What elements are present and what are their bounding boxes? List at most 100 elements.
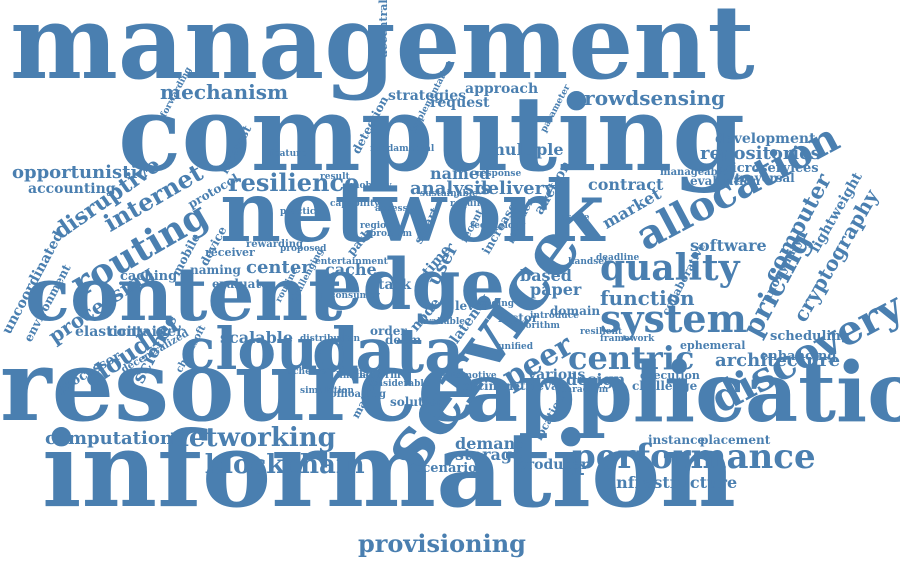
word-region: region <box>360 221 393 231</box>
word-simulation: simulation <box>300 386 354 396</box>
word-access: access <box>375 204 408 214</box>
word-contract: contract <box>588 175 664 194</box>
word-demand: demand <box>455 434 527 453</box>
word-capability: capability <box>330 199 380 209</box>
word-request: request <box>430 95 490 111</box>
word-information: information <box>42 408 736 531</box>
word-order: order <box>370 324 407 338</box>
word-deadline: deadline <box>596 253 640 263</box>
word-resilient: resilient <box>580 327 623 337</box>
word-container: container <box>108 324 184 340</box>
word-handset: handset <box>568 257 609 267</box>
word-receiver: receiver <box>205 246 255 259</box>
word-level: level <box>455 299 487 313</box>
word-networking: networking <box>170 423 336 453</box>
word-development: development <box>715 131 816 147</box>
word-content: content <box>25 252 343 338</box>
word-resource: resource <box>0 329 480 444</box>
word-problem: problem <box>370 229 412 239</box>
word-system: system <box>600 296 747 341</box>
word-considerable: considerable <box>365 379 430 389</box>
word-accounting: accounting <box>28 181 116 197</box>
word-decentralised: decentralised <box>377 0 390 58</box>
word-framework: framework <box>600 334 655 344</box>
word-evaluate: evaluate <box>212 277 269 291</box>
word-limited: limited <box>336 371 372 381</box>
word-mechanism: mechanism <box>160 80 289 104</box>
word-software: software <box>690 236 767 255</box>
word-delivery: delivery <box>475 178 555 199</box>
word-automotive: automotive <box>440 371 497 381</box>
word-approach: approach <box>465 81 539 97</box>
word-multiple: multiple <box>488 140 564 159</box>
word-various: various <box>528 367 586 383</box>
word-traversal: traversal <box>735 171 795 185</box>
word-proposed: proposed <box>280 244 327 254</box>
word-function: function <box>600 286 695 310</box>
word-optimal: optimal <box>462 379 514 393</box>
word-result: result <box>320 172 350 182</box>
word-performance: performance <box>572 437 816 477</box>
word-based: based <box>520 266 572 285</box>
word-cache: cache <box>325 260 377 279</box>
word-resilience: resilience <box>228 168 360 197</box>
word-scheme: scheme <box>288 367 327 377</box>
word-named: named <box>430 164 491 183</box>
word-instance: instance <box>648 433 706 447</box>
word-deem: deem <box>385 333 422 347</box>
word-feature: feature <box>270 149 307 159</box>
word-domain: domain <box>550 304 601 318</box>
word-naming: naming <box>190 263 241 277</box>
word-application: application <box>465 345 900 441</box>
word-enhancing: enhancing <box>760 349 837 364</box>
word-available: available <box>420 317 465 327</box>
word-distribution: distribution <box>300 334 361 344</box>
word-producer: producer <box>517 457 589 473</box>
word-crowdsensing: crowdsensing <box>572 86 726 110</box>
word-response: response <box>476 169 522 179</box>
word-solution: solution <box>390 395 445 409</box>
word-repositories: repositories <box>700 143 821 164</box>
word-evaluation: evaluation <box>690 174 761 188</box>
word-center: center <box>246 257 311 278</box>
word-mobility: mobility <box>350 181 392 191</box>
word-design: design <box>566 370 626 389</box>
word-factor: factor <box>498 311 539 325</box>
word-require: require <box>450 199 488 209</box>
word-technology: technology <box>470 221 526 231</box>
word-rewarding: rewarding <box>246 239 304 250</box>
word-blockchain: blockchain <box>205 450 365 480</box>
word-unified: unified <box>498 342 534 352</box>
word-execution: execution <box>640 369 700 382</box>
word-scalable: scalable <box>220 328 294 347</box>
word-computation: computation <box>45 428 173 449</box>
word-challenge: challenge <box>632 379 698 393</box>
word-consumer: consumer <box>330 291 380 301</box>
word-paradigm: paradigm <box>560 385 609 395</box>
word-strategies: strategies <box>388 88 467 104</box>
word-caching: caching <box>120 269 178 284</box>
word-infrastructure: infrastructure <box>610 473 738 492</box>
word-architecture: architecture <box>715 350 841 371</box>
word-sustainable: sustainable <box>420 189 478 199</box>
word-usage: usage <box>560 213 590 223</box>
word-coding: coding <box>480 299 515 309</box>
word-practical: practical <box>280 207 325 217</box>
word-platform: platform <box>352 370 401 381</box>
word-scenario: scenario <box>415 461 477 476</box>
word-provisioning: provisioning <box>358 529 526 558</box>
word-fundamental: fundamental <box>370 144 435 154</box>
word-scheduling: scheduling <box>770 329 850 344</box>
word-management: management <box>10 0 755 103</box>
word-entertainment: entertainment <box>315 257 388 267</box>
word-manageable: manageable <box>660 167 728 178</box>
word-data: data <box>312 314 465 387</box>
word-elasticity: elasticity <box>75 324 147 340</box>
word-analysis: analysis <box>410 178 491 199</box>
word-placement: placement <box>700 433 771 447</box>
word-algorithm: algorithm <box>510 321 560 331</box>
word-cloud: cloud <box>180 315 359 383</box>
word-quality: quality <box>600 247 740 289</box>
word-edge: edge <box>318 243 505 326</box>
